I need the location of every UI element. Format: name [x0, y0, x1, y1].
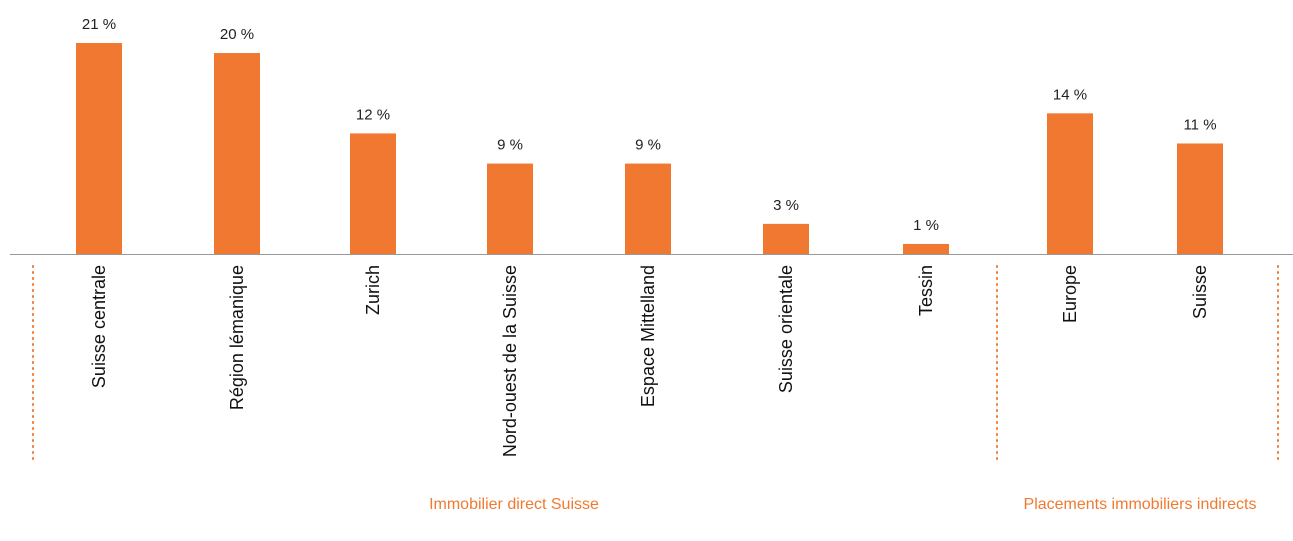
value-label: 3 %	[773, 197, 799, 214]
x-tick-label: Suisse	[1189, 265, 1210, 320]
bar	[903, 243, 949, 254]
bar	[763, 223, 809, 254]
x-tick-label: Espace Mittelland	[637, 265, 658, 408]
bar	[1047, 113, 1093, 254]
x-tick-label: Suisse orientale	[775, 265, 796, 394]
x-tick-label: Suisse centrale	[88, 265, 109, 389]
bar	[625, 163, 671, 254]
bar	[76, 43, 122, 254]
value-label: 20 %	[220, 26, 254, 43]
group-label: Placements immobiliers indirects	[1023, 496, 1257, 513]
bar	[1177, 143, 1223, 254]
x-tick-label: Zurich	[362, 265, 383, 316]
group-label: Immobilier direct Suisse	[429, 496, 599, 513]
value-label: 11 %	[1183, 116, 1216, 133]
x-tick-label: Région lémanique	[226, 265, 247, 411]
bar	[214, 53, 260, 254]
value-label: 21 %	[82, 16, 116, 33]
x-tick-label: Nord-ouest de la Suisse	[499, 265, 520, 458]
value-label: 1 %	[913, 217, 939, 234]
value-label: 9 %	[497, 137, 523, 154]
bar	[487, 163, 533, 254]
x-tick-label: Europe	[1059, 265, 1080, 324]
value-label: 14 %	[1053, 86, 1087, 103]
x-tick-label: Tessin	[915, 265, 936, 317]
bar	[350, 133, 396, 254]
value-label: 9 %	[635, 137, 661, 154]
value-label: 12 %	[356, 106, 390, 123]
